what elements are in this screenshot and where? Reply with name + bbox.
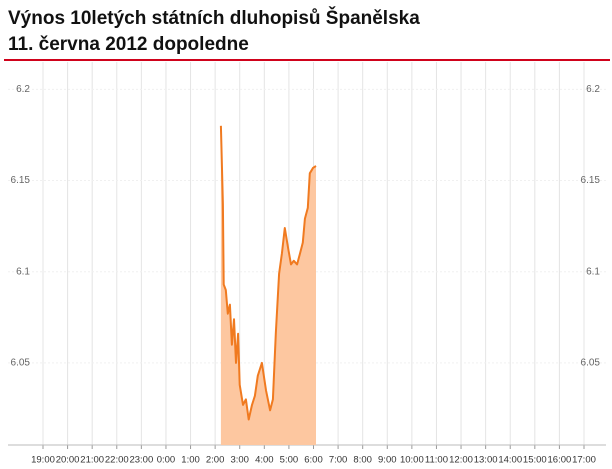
chart-title: Výnos 10letých státních dluhopisů Španěl… bbox=[8, 7, 420, 29]
x-tick-label: 9:00 bbox=[378, 455, 397, 466]
y-tick-label-right: 6.2 bbox=[586, 84, 600, 95]
chart-subtitle: 11. června 2012 dopoledne bbox=[8, 34, 249, 55]
y-tick-label-right: 6.15 bbox=[581, 175, 601, 186]
x-tick-label: 5:00 bbox=[280, 455, 299, 466]
y-tick-label-left: 6.2 bbox=[16, 84, 30, 95]
y-tick-label-left: 6.15 bbox=[11, 175, 31, 186]
x-tick-label: 23:00 bbox=[129, 455, 153, 466]
x-tick-label: 1:00 bbox=[181, 455, 200, 466]
area bbox=[220, 125, 316, 446]
x-tick-label: 8:00 bbox=[353, 455, 372, 466]
x-tick-label: 11:00 bbox=[425, 455, 448, 466]
x-tick-label: 2:00 bbox=[206, 455, 225, 466]
y-tick-label-left: 6.1 bbox=[16, 266, 30, 277]
x-tick-label: 15:00 bbox=[523, 455, 547, 466]
line bbox=[219, 125, 317, 421]
x-tick-label: 13:00 bbox=[474, 455, 498, 466]
x-tick-label: 17:00 bbox=[572, 455, 596, 466]
x-tick-label: 4:00 bbox=[255, 455, 274, 466]
y-tick-label-right: 6.05 bbox=[581, 358, 601, 369]
x-tick-label: 14:00 bbox=[498, 455, 522, 466]
x-tick-label: 12:00 bbox=[449, 455, 473, 466]
x-tick-label: 19:00 bbox=[31, 455, 55, 466]
x-tick-label: 3:00 bbox=[230, 455, 249, 466]
x-tick-label: 10:00 bbox=[400, 455, 424, 466]
x-tick-label: 7:00 bbox=[329, 455, 348, 466]
x-tick-label: 21:00 bbox=[80, 455, 104, 466]
x-tick-label: 0:00 bbox=[157, 455, 176, 466]
x-tick-label: 6:00 bbox=[304, 455, 323, 466]
x-tick-label: 22:00 bbox=[105, 455, 129, 466]
x-tick-label: 16:00 bbox=[548, 455, 572, 466]
y-tick-label-left: 6.05 bbox=[11, 358, 31, 369]
y-tick-label-right: 6.1 bbox=[586, 266, 600, 277]
x-tick-label: 20:00 bbox=[56, 455, 80, 466]
